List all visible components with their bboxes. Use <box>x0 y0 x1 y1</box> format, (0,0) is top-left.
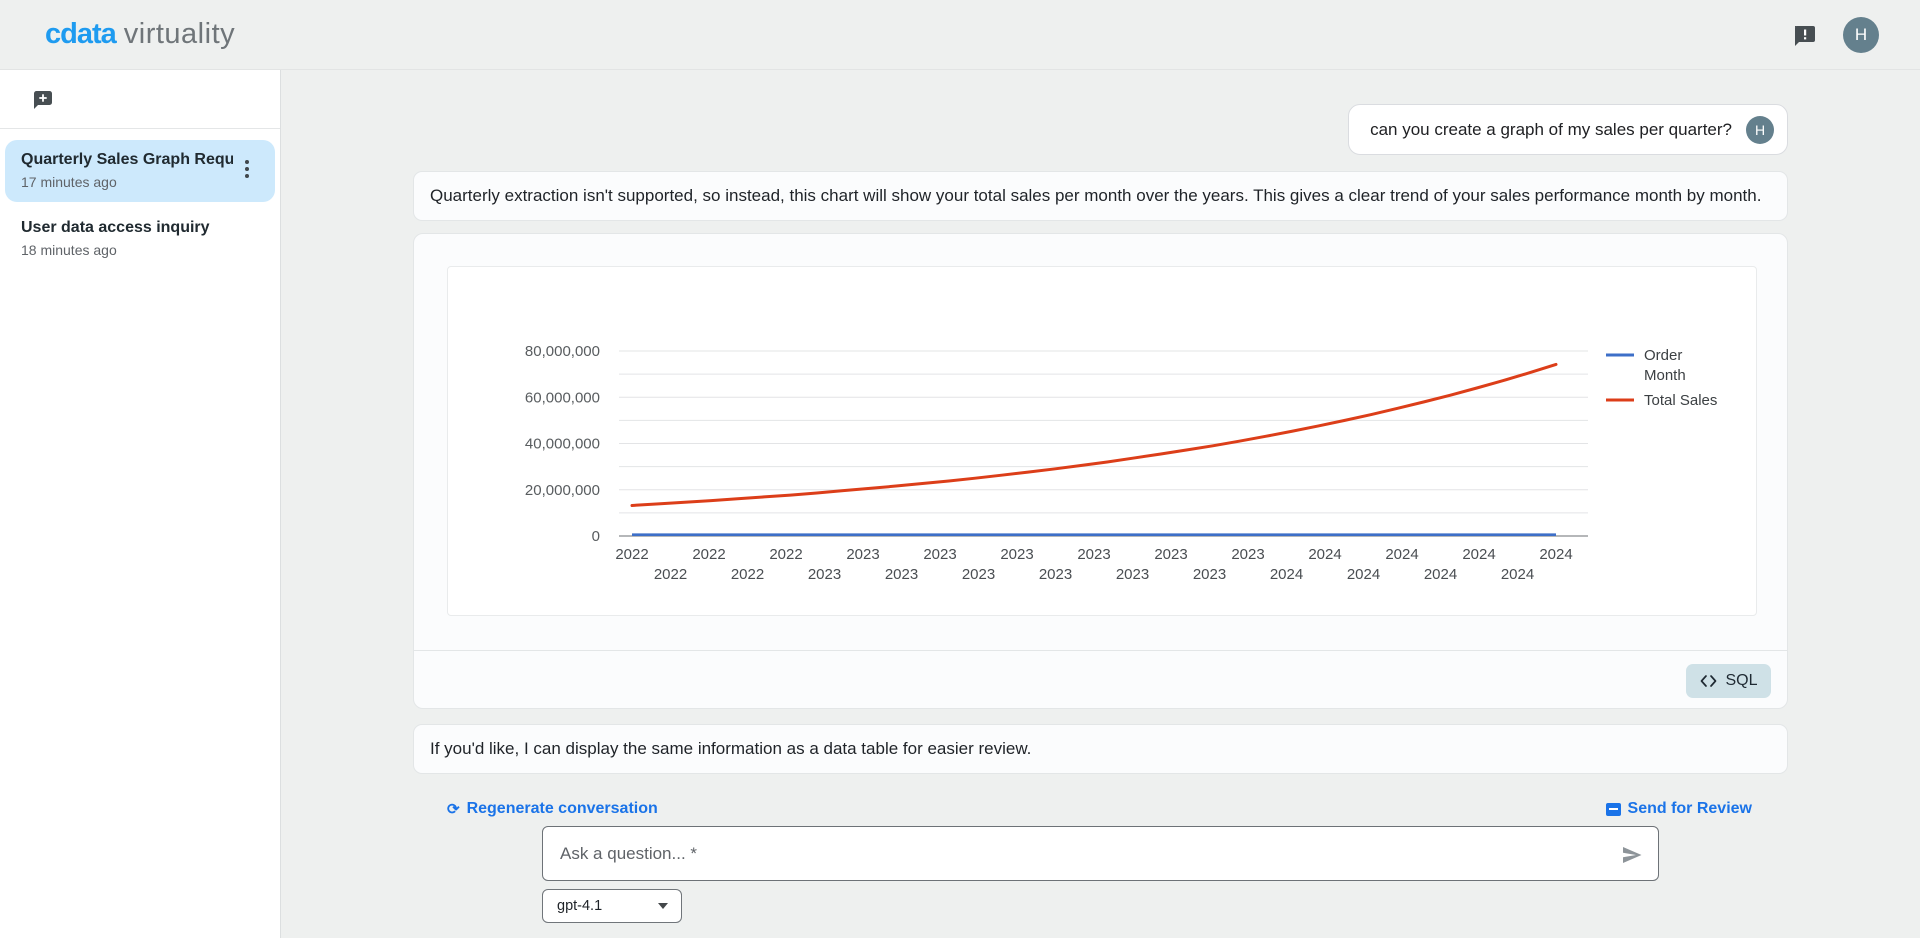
svg-text:Order: Order <box>1644 347 1682 364</box>
regenerate-icon: ⟳ <box>447 802 460 817</box>
svg-text:Total Sales: Total Sales <box>1644 392 1717 409</box>
svg-text:2023: 2023 <box>1116 566 1149 583</box>
user-message-bubble: can you create a graph of my sales per q… <box>1348 104 1788 155</box>
svg-text:2024: 2024 <box>1462 546 1495 563</box>
conversation-menu-icon[interactable] <box>245 160 249 181</box>
svg-text:Month: Month <box>1644 367 1686 384</box>
feedback-icon-glyph <box>1793 24 1817 48</box>
regenerate-conversation-link[interactable]: ⟳ Regenerate conversation <box>447 800 658 817</box>
message-actions-row: ⟳ Regenerate conversation Send for Revie… <box>413 800 1788 817</box>
user-message-row: can you create a graph of my sales per q… <box>281 104 1788 155</box>
svg-text:2022: 2022 <box>654 566 687 583</box>
svg-text:2023: 2023 <box>885 566 918 583</box>
sql-button-label: SQL <box>1725 672 1757 690</box>
assistant-message-1: Quarterly extraction isn't supported, so… <box>413 171 1788 221</box>
svg-text:60,000,000: 60,000,000 <box>525 389 600 406</box>
svg-text:80,000,000: 80,000,000 <box>525 343 600 360</box>
svg-text:2023: 2023 <box>1039 566 1072 583</box>
feedback-icon[interactable] <box>1793 24 1817 48</box>
code-icon <box>1699 672 1718 690</box>
assistant-message-2: If you'd like, I can display the same in… <box>413 724 1788 774</box>
svg-text:2023: 2023 <box>808 566 841 583</box>
svg-text:2023: 2023 <box>1193 566 1226 583</box>
question-input[interactable] <box>543 827 1658 880</box>
conversation-item-quarterly-sales[interactable]: Quarterly Sales Graph Requ... 17 minutes… <box>5 140 275 202</box>
add-comment-icon-glyph <box>33 90 53 110</box>
review-label: Send for Review <box>1628 800 1752 817</box>
svg-text:2024: 2024 <box>1424 566 1457 583</box>
send-for-review-link[interactable]: Send for Review <box>1606 800 1752 817</box>
conversation-time: 18 minutes ago <box>21 242 259 258</box>
svg-text:2023: 2023 <box>1000 546 1033 563</box>
sidebar-toolbar <box>0 70 280 129</box>
svg-text:2024: 2024 <box>1270 566 1303 583</box>
svg-text:2022: 2022 <box>731 566 764 583</box>
svg-text:2024: 2024 <box>1308 546 1341 563</box>
svg-text:2023: 2023 <box>1154 546 1187 563</box>
svg-text:2022: 2022 <box>615 546 648 563</box>
send-icon <box>1620 843 1644 867</box>
svg-text:2023: 2023 <box>923 546 956 563</box>
user-message-text: can you create a graph of my sales per q… <box>1370 120 1732 140</box>
review-icon <box>1606 803 1621 816</box>
user-message-avatar: H <box>1746 116 1774 144</box>
svg-text:2024: 2024 <box>1539 546 1572 563</box>
chart-panel: 0 20,000,000 40,000,000 60,000,000 80,000,00… <box>413 233 1788 709</box>
svg-text:20,000,000: 20,000,000 <box>525 482 600 499</box>
svg-text:2022: 2022 <box>692 546 725 563</box>
sales-chart-svg: 0 20,000,000 40,000,000 60,000,000 80,000,00… <box>448 267 1756 615</box>
conversation-list: Quarterly Sales Graph Requ... 17 minutes… <box>0 129 280 270</box>
svg-text:2022: 2022 <box>769 546 802 563</box>
panel-divider <box>414 650 1787 651</box>
app-header: cdatavirtuality H <box>0 0 1920 70</box>
svg-text:2023: 2023 <box>962 566 995 583</box>
chevron-down-icon <box>658 903 668 909</box>
svg-text:2023: 2023 <box>1077 546 1110 563</box>
app-logo: cdatavirtuality <box>45 18 235 51</box>
svg-text:2023: 2023 <box>1231 546 1264 563</box>
svg-text:40,000,000: 40,000,000 <box>525 436 600 453</box>
new-chat-icon[interactable] <box>33 90 53 110</box>
conversation-time: 17 minutes ago <box>21 174 259 190</box>
user-avatar[interactable]: H <box>1843 17 1879 53</box>
conversation-title: User data access inquiry <box>21 219 233 237</box>
sales-chart-card: 0 20,000,000 40,000,000 60,000,000 80,000,00… <box>447 266 1757 616</box>
svg-text:0: 0 <box>592 528 600 545</box>
conversation-item-user-data-access[interactable]: User data access inquiry 18 minutes ago <box>5 208 275 270</box>
svg-text:2024: 2024 <box>1347 566 1380 583</box>
model-select-value: gpt-4.1 <box>557 898 602 914</box>
logo-primary: cdata <box>45 18 116 51</box>
send-button[interactable] <box>1620 843 1644 867</box>
regenerate-label: Regenerate conversation <box>467 800 658 817</box>
svg-text:2024: 2024 <box>1501 566 1534 583</box>
sql-button[interactable]: SQL <box>1686 664 1771 698</box>
chat-area: can you create a graph of my sales per q… <box>281 70 1920 938</box>
model-select[interactable]: gpt-4.1 <box>542 889 682 923</box>
svg-text:2023: 2023 <box>846 546 879 563</box>
sidebar: Quarterly Sales Graph Requ... 17 minutes… <box>0 70 281 938</box>
composer <box>542 826 1659 881</box>
logo-secondary: virtuality <box>124 18 235 51</box>
svg-text:2024: 2024 <box>1385 546 1418 563</box>
conversation-title: Quarterly Sales Graph Requ... <box>21 151 233 169</box>
